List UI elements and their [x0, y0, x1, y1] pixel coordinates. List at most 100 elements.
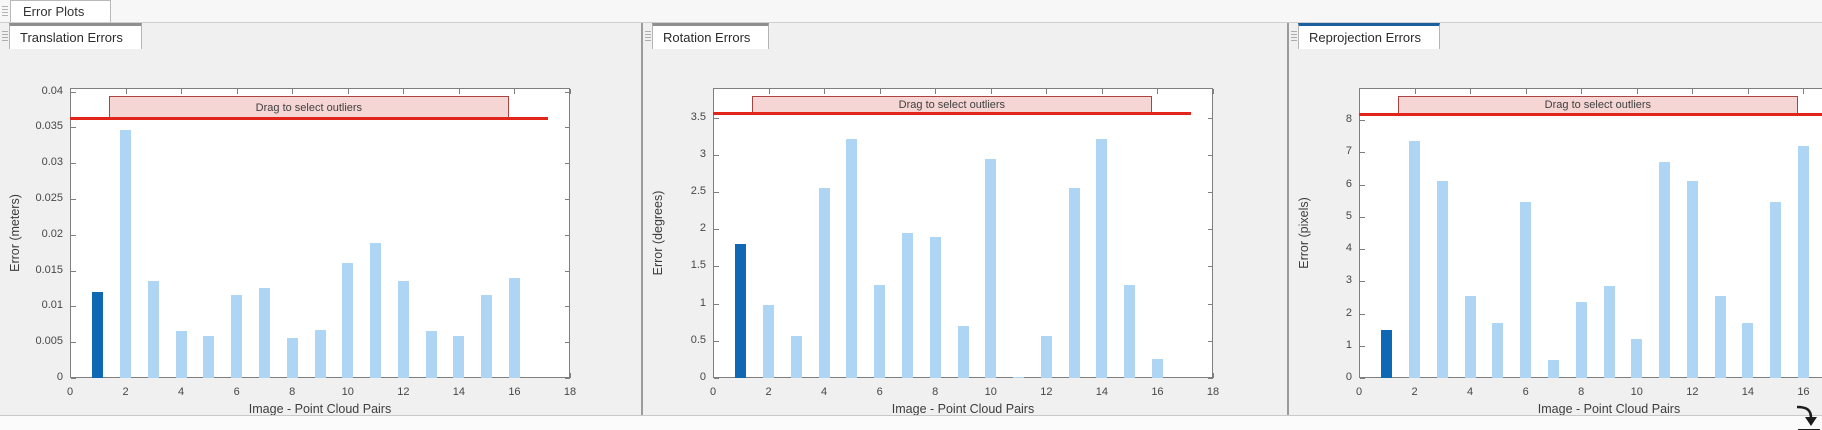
- tab-error-plots[interactable]: Error Plots: [10, 0, 112, 22]
- bar-pair-12[interactable]: [1686, 181, 1698, 378]
- grip-icon[interactable]: [0, 0, 10, 22]
- y-tick: [565, 198, 570, 200]
- bar-pair-8[interactable]: [286, 337, 298, 378]
- grip-icon[interactable]: [643, 23, 652, 49]
- y-tick-label: 0: [699, 371, 706, 383]
- bar-pair-12[interactable]: [1040, 336, 1052, 378]
- bar-pair-10[interactable]: [1631, 339, 1643, 378]
- bar-pair-3[interactable]: [147, 281, 159, 378]
- x-tick: [570, 89, 571, 94]
- tab-translation-errors[interactable]: Translation Errors: [9, 23, 142, 49]
- bar-pair-7[interactable]: [258, 287, 270, 378]
- bar-pair-15[interactable]: [481, 294, 493, 378]
- y-tick: [714, 154, 719, 156]
- tab-rotation-errors[interactable]: Rotation Errors: [652, 23, 770, 49]
- drag-to-select-outliers-banner[interactable]: Drag to select outliers: [751, 96, 1152, 114]
- bar-pair-16[interactable]: [1151, 359, 1163, 378]
- x-tick: [347, 89, 349, 94]
- y-tick: [71, 306, 76, 308]
- bar-pair-9[interactable]: [1603, 286, 1615, 378]
- x-tick: [181, 89, 183, 94]
- y-tick: [565, 91, 570, 93]
- x-tick: [935, 89, 937, 94]
- bar-pair-8[interactable]: [1575, 302, 1587, 378]
- x-tick: [1525, 89, 1527, 94]
- bar-pair-13[interactable]: [425, 330, 437, 378]
- outlier-threshold-line[interactable]: [70, 117, 548, 121]
- y-tick-label: 7: [1345, 145, 1352, 158]
- bar-pair-1-selected[interactable]: [92, 292, 104, 378]
- y-tick-label: 0.035: [35, 120, 63, 133]
- drag-to-select-outliers-banner[interactable]: Drag to select outliers: [1397, 96, 1798, 114]
- bar-pair-11[interactable]: [1659, 162, 1671, 378]
- bar-pair-11[interactable]: [370, 243, 382, 378]
- y-axis-label: Error (pixels): [1297, 197, 1311, 269]
- bar-pair-3[interactable]: [790, 336, 802, 378]
- bar-pair-1-selected[interactable]: [735, 244, 747, 378]
- bar-pair-13[interactable]: [1714, 295, 1726, 378]
- y-tick: [1360, 281, 1365, 283]
- bar-pair-9[interactable]: [957, 325, 969, 378]
- panel-divider[interactable]: [641, 23, 643, 415]
- x-tick: [1747, 89, 1749, 94]
- bar-pair-10[interactable]: [985, 158, 997, 378]
- grip-icon[interactable]: [0, 23, 9, 49]
- outlier-threshold-line[interactable]: [1359, 112, 1822, 116]
- y-tick: [71, 163, 76, 165]
- bar-pair-7[interactable]: [1547, 360, 1559, 378]
- bar-pair-7[interactable]: [901, 233, 913, 378]
- y-tick: [714, 192, 719, 194]
- x-tick: [768, 89, 770, 94]
- y-tick-label: 3: [1345, 274, 1352, 287]
- bar-pair-16[interactable]: [1797, 146, 1809, 378]
- bar-pair-10[interactable]: [342, 263, 354, 378]
- bar-pair-14[interactable]: [1096, 138, 1108, 378]
- x-tick-label: 4: [1467, 386, 1474, 398]
- bar-pair-15[interactable]: [1124, 285, 1136, 378]
- y-tick: [71, 127, 76, 129]
- bar-pair-14[interactable]: [453, 336, 465, 378]
- x-tick: [1470, 89, 1472, 94]
- bar-pair-4[interactable]: [1464, 295, 1476, 378]
- bar-pair-2[interactable]: [1409, 141, 1421, 378]
- x-tick: [879, 89, 881, 94]
- chart-panel-1: Translation Errors 0 2 4 6 8 10 12 14 16 18 0 0.005 0…: [0, 23, 641, 415]
- bar-pair-11[interactable]: [1013, 376, 1025, 378]
- bar-pair-9[interactable]: [314, 330, 326, 378]
- dock-arrow-icon[interactable]: [1795, 400, 1822, 430]
- x-tick-label: 0: [1355, 386, 1363, 398]
- y-tick: [1208, 303, 1213, 305]
- bar-pair-5[interactable]: [846, 138, 858, 378]
- y-tick: [565, 270, 570, 272]
- bar-pair-4[interactable]: [175, 330, 187, 378]
- panel-divider[interactable]: [1287, 23, 1289, 415]
- y-tick-label: 0.025: [35, 191, 63, 204]
- bar-pair-4[interactable]: [818, 187, 830, 378]
- x-tick: [1692, 89, 1694, 94]
- bar-pair-13[interactable]: [1068, 187, 1080, 378]
- bar-pair-8[interactable]: [929, 236, 941, 378]
- x-tick: [1803, 89, 1805, 94]
- bar-pair-2[interactable]: [763, 305, 775, 378]
- x-tick: [125, 89, 127, 94]
- drag-to-select-outliers-banner[interactable]: Drag to select outliers: [108, 96, 509, 119]
- bar-pair-16[interactable]: [508, 277, 520, 378]
- y-tick-label: 0: [1345, 371, 1352, 383]
- bar-pair-6[interactable]: [231, 294, 243, 378]
- outlier-threshold-line[interactable]: [713, 112, 1191, 116]
- bar-pair-5[interactable]: [1492, 323, 1504, 378]
- bar-pair-2[interactable]: [120, 130, 132, 378]
- y-tick: [71, 234, 76, 236]
- x-tick: [713, 89, 714, 94]
- bar-pair-6[interactable]: [874, 285, 886, 378]
- bar-pair-12[interactable]: [397, 281, 409, 378]
- bar-pair-5[interactable]: [203, 336, 215, 378]
- bar-pair-15[interactable]: [1770, 202, 1782, 378]
- bar-pair-1-selected[interactable]: [1381, 329, 1393, 378]
- bar-pair-3[interactable]: [1436, 181, 1448, 378]
- grip-icon[interactable]: [1289, 23, 1298, 49]
- bar-pair-6[interactable]: [1520, 202, 1532, 378]
- y-tick-label: 2: [699, 222, 706, 235]
- tab-reprojection-errors[interactable]: Reprojection Errors: [1298, 23, 1440, 49]
- bar-pair-14[interactable]: [1742, 323, 1754, 378]
